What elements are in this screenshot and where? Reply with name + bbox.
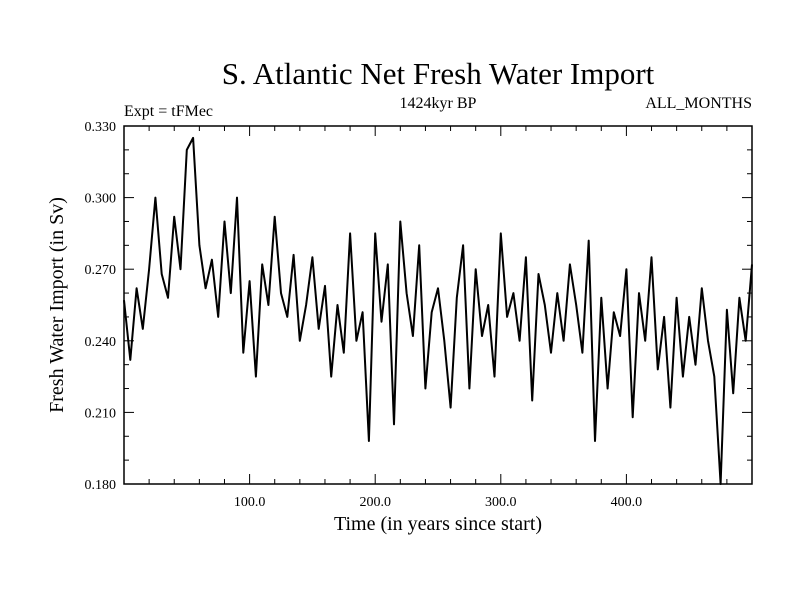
y-tick-label: 0.240 — [85, 335, 117, 350]
x-tick-label: 100.0 — [234, 495, 266, 510]
y-tick-label: 0.330 — [85, 120, 117, 135]
y-axis-label: Fresh Water Import (in Sv) — [46, 197, 68, 413]
series-line-fresh-water-import — [123, 136, 753, 485]
x-tick-label: 400.0 — [611, 495, 643, 510]
y-tick-label: 0.270 — [85, 263, 117, 278]
y-tick-label: 0.210 — [85, 406, 117, 421]
x-tick-label: 200.0 — [359, 495, 391, 510]
months-label: ALL_MONTHS — [645, 95, 752, 112]
x-axis-label: Time (in years since start) — [334, 513, 542, 535]
x-tick-label: 300.0 — [485, 495, 517, 510]
period-label: 1424kyr BP — [400, 95, 477, 112]
y-axis-tick-labels: 0.180 0.210 0.240 0.270 0.300 0.330 — [85, 120, 117, 493]
x-axis-ticks — [148, 126, 728, 484]
chart-title: S. Atlantic Net Fresh Water Import — [222, 56, 655, 91]
plot-frame — [123, 125, 753, 485]
experiment-label: Expt = tFMec — [124, 103, 213, 120]
y-tick-label: 0.300 — [85, 192, 117, 207]
y-tick-label: 0.180 — [85, 478, 117, 493]
x-axis-tick-labels: 100.0 200.0 300.0 400.0 — [234, 495, 642, 510]
